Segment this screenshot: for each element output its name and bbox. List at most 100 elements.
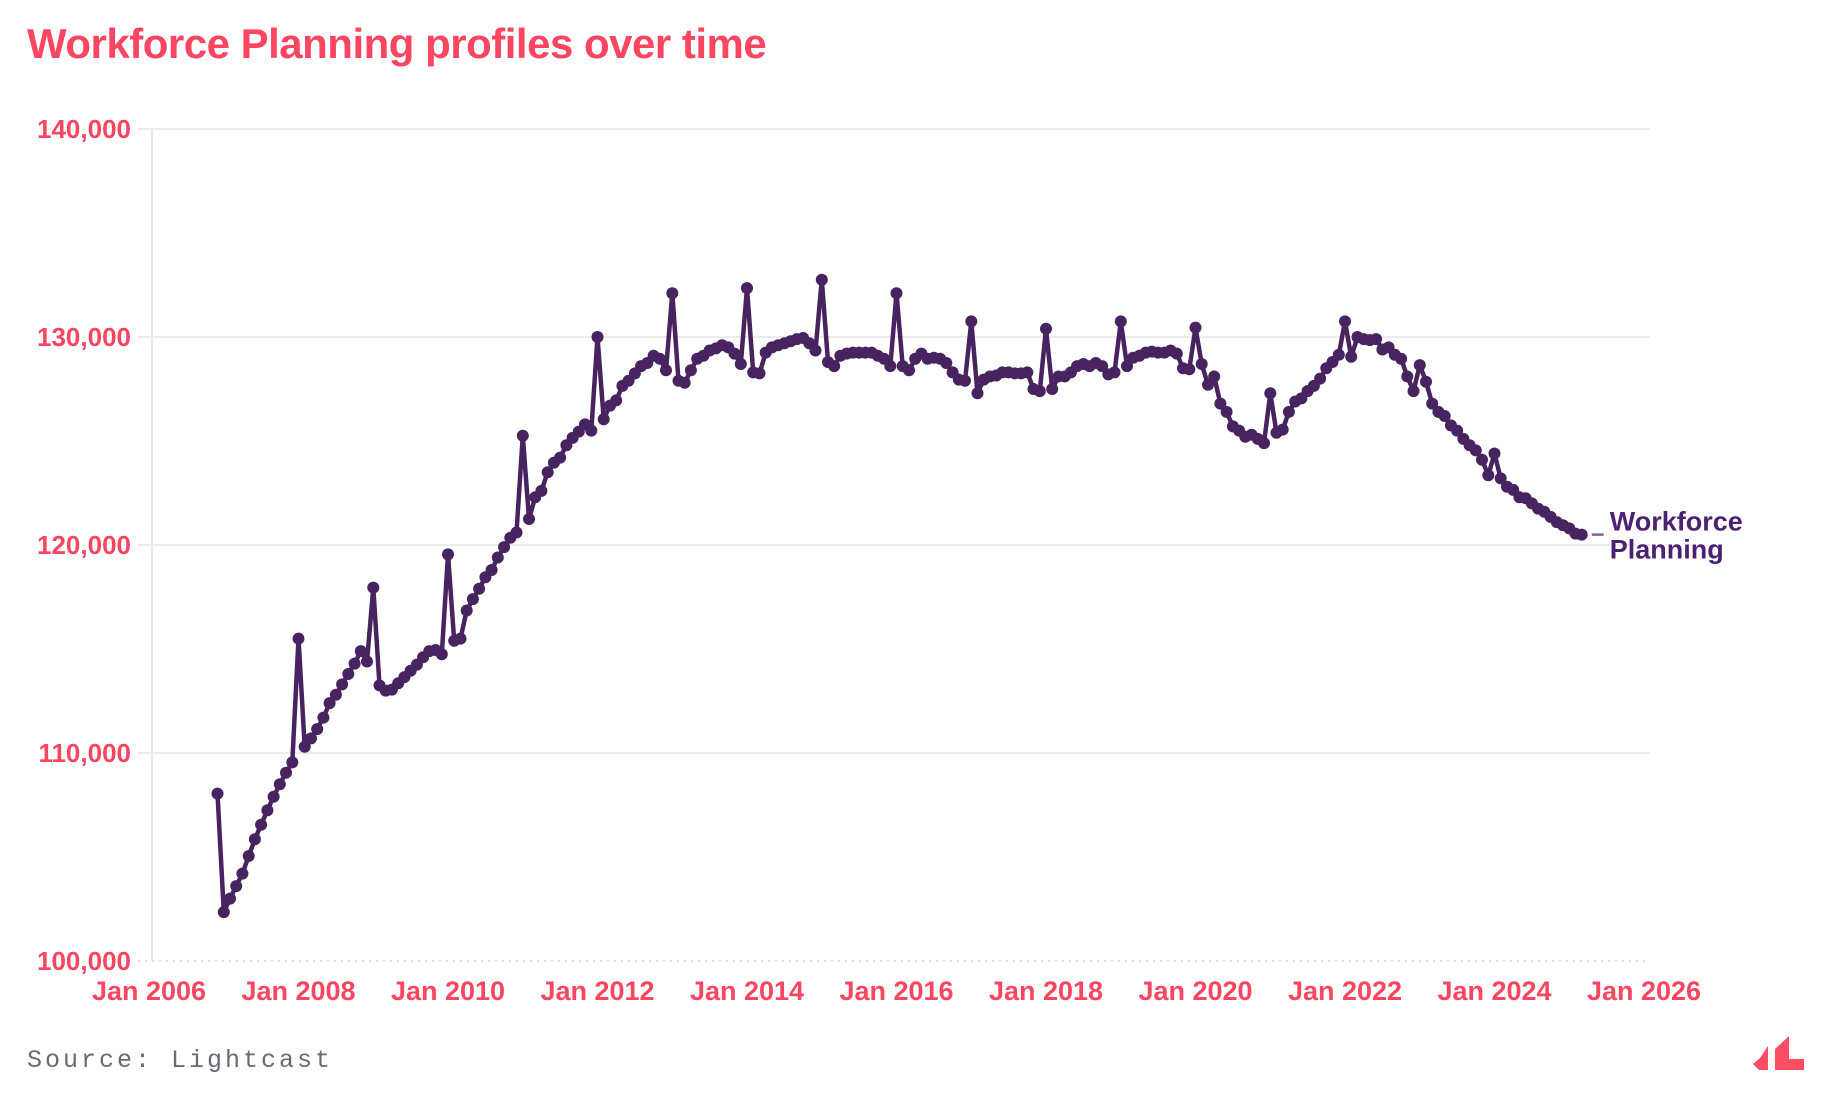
data-point [1401,370,1414,383]
data-point [460,604,473,617]
data-point [1451,424,1464,437]
data-point [741,282,753,295]
x-tick-label: Jan 2024 [1437,976,1551,1006]
x-tick-label: Jan 2026 [1587,976,1701,1006]
data-point [660,364,672,377]
data-point [298,740,311,753]
data-point [317,711,330,724]
data-point [230,880,243,893]
data-point [728,347,741,360]
data-point [336,678,349,691]
x-tick-label: Jan 2016 [839,976,953,1006]
data-point [1258,437,1270,450]
data-point [211,787,224,800]
data-point [965,315,978,328]
data-point [454,632,467,645]
data-point [255,818,268,831]
data-point [1469,444,1482,457]
data-point [1426,397,1439,410]
data-point [224,892,236,905]
data-point [498,541,511,554]
data-point [1189,321,1202,334]
data-point [610,394,623,407]
data-point [473,582,486,595]
data-point [1575,528,1588,541]
data-point [292,632,305,645]
data-point [217,906,230,919]
data-point [242,850,255,862]
data-point [1202,378,1214,391]
data-point [1482,469,1495,482]
x-tick-label: Jan 2018 [989,976,1103,1006]
data-point [684,364,697,377]
data-point [678,376,691,389]
data-point [1033,385,1046,398]
data-point [1220,405,1233,418]
data-point [435,648,448,661]
data-line [215,277,1584,915]
data-point [1208,370,1221,383]
data-point [442,548,454,561]
x-tick-label: Jan 2012 [540,976,654,1006]
data-point [1108,366,1121,379]
data-point [541,466,554,479]
data-point [734,358,747,370]
data-point [305,732,317,745]
data-point [815,273,828,286]
data-point [1170,347,1183,360]
data-point [367,581,380,594]
data-point [1214,397,1227,410]
x-tick-label: Jan 2008 [241,976,355,1006]
data-point [1339,315,1351,328]
data-point [1476,453,1488,466]
data-point [554,451,567,464]
series-end-label-line1: Workforce [1610,507,1743,537]
data-point [348,657,361,670]
data-point [1040,322,1052,335]
data-point [342,668,355,680]
data-point [354,645,367,658]
data-point [516,429,529,442]
y-tick-label: 120,000 [37,530,131,560]
chart-title: Workforce Planning profiles over time [27,20,767,67]
data-point [940,357,953,369]
lightcast-logo-icon [1753,1036,1804,1070]
y-tick-label: 110,000 [38,738,131,768]
data-point [311,723,324,736]
data-point [1276,423,1289,436]
data-point [236,867,249,880]
data-point [971,387,984,400]
data-point [1195,358,1208,370]
data-point [591,331,604,343]
data-point [323,697,336,710]
data-point [510,526,523,539]
data-point [466,593,479,606]
data-point [753,367,766,380]
data-point [1420,375,1432,388]
data-point [1114,315,1127,328]
data-point [1395,352,1408,365]
data-point [1282,405,1295,418]
data-point [1488,447,1501,460]
data-point [1345,350,1358,363]
data-point [884,360,897,373]
data-point [1096,360,1109,373]
data-point [491,551,504,564]
data-point [666,287,679,300]
x-tick-label: Jan 2006 [92,976,206,1006]
data-point [653,352,666,365]
data-point [286,756,299,769]
data-point [1264,387,1277,400]
y-tick-label: 100,000 [37,946,131,976]
data-point [248,833,261,846]
data-point [1183,363,1196,376]
data-point [809,344,822,357]
data-point [585,424,598,437]
data-point [1413,359,1426,372]
logo-left-shape [1753,1046,1768,1070]
data-point [535,484,548,497]
y-tick-label: 130,000 [37,322,131,352]
data-point [597,413,610,426]
